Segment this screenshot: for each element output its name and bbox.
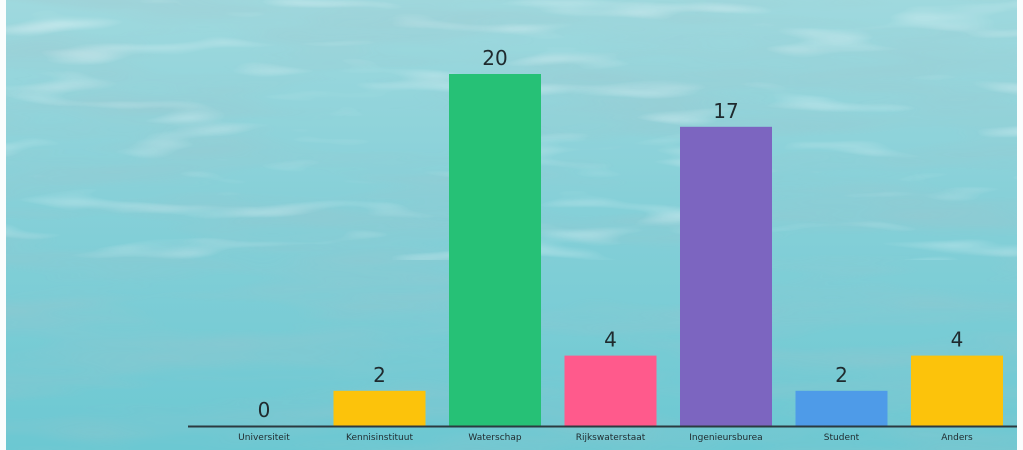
category-label-rijkswaterstaat: Rijkswaterstaat xyxy=(576,433,646,443)
bars-group xyxy=(333,74,1003,427)
category-label-anders: Anders xyxy=(941,433,973,443)
value-label-universiteit: 0 xyxy=(258,398,271,422)
bar-waterschap xyxy=(449,74,541,426)
value-label-kennisinstituut: 2 xyxy=(373,363,386,387)
category-label-waterschap: Waterschap xyxy=(468,433,521,443)
slide: 0 2 20 4 17 2 4 Universiteit Kennisinstituut Wat… xyxy=(6,0,1017,450)
category-label-ingenieursburea: Ingenieursburea xyxy=(689,433,762,443)
bar-student xyxy=(795,390,888,426)
bar-anders xyxy=(911,355,1003,426)
value-label-student: 2 xyxy=(835,363,848,387)
category-label-universiteit: Universiteit xyxy=(238,433,290,443)
category-label-kennisinstituut: Kennisinstituut xyxy=(346,433,413,443)
value-label-anders: 4 xyxy=(951,328,964,352)
value-label-rijkswaterstaat: 4 xyxy=(604,328,617,352)
value-label-ingenieursburea: 17 xyxy=(713,99,738,123)
value-labels-group: 0 2 20 4 17 2 4 xyxy=(258,46,964,422)
category-labels-group: Universiteit Kennisinstituut Waterschap Rij… xyxy=(238,433,973,443)
bar-kennisinstituut xyxy=(333,390,426,426)
value-label-waterschap: 20 xyxy=(482,46,507,70)
bar-chart: 0 2 20 4 17 2 4 Universiteit Kennisinstituut Wat… xyxy=(188,46,1017,443)
bar-rijkswaterstaat xyxy=(564,355,657,426)
category-label-student: Student xyxy=(824,433,860,443)
bar-ingenieursburea xyxy=(680,126,772,427)
